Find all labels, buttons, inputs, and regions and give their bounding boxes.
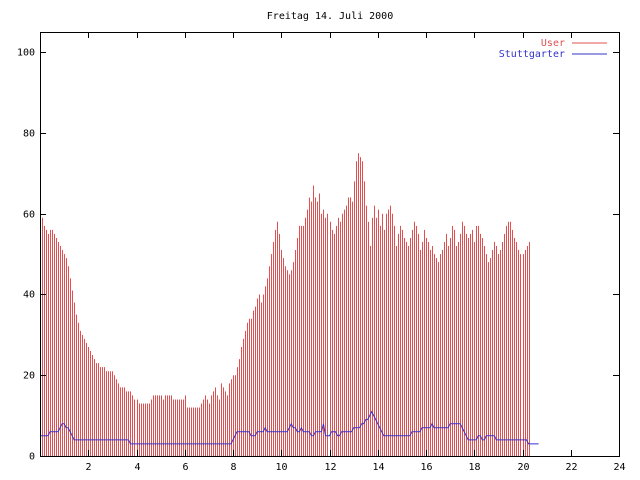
x-tick-label: 22 [565, 462, 577, 473]
x-tick-label: 14 [372, 462, 384, 473]
legend-stuttgarter-label: Stuttgarter [499, 49, 565, 60]
legend: User Stuttgarter [499, 38, 607, 60]
plot-frame [40, 32, 620, 457]
x-tick-label: 24 [613, 462, 625, 473]
x-tick-label: 2 [85, 462, 91, 473]
chart-title: Freitag 14. Juli 2000 [267, 11, 393, 22]
y-tick-label: 0 [29, 452, 35, 463]
x-tick-label: 6 [182, 462, 188, 473]
y-tick-label: 80 [23, 129, 35, 140]
y-tick-label: 60 [23, 210, 35, 221]
legend-user-label: User [541, 38, 565, 49]
x-tick-label: 20 [517, 462, 529, 473]
y-tick-label: 100 [17, 48, 35, 59]
x-tick-label: 4 [134, 462, 140, 473]
x-tick-label: 18 [468, 462, 480, 473]
y-tick-label: 40 [23, 290, 35, 301]
stuttgarter-series-line [40, 410, 539, 445]
y-tick-label: 20 [23, 371, 35, 382]
x-tick-label: 8 [230, 462, 236, 473]
x-tick-label: 10 [275, 462, 287, 473]
user-series-bars [40, 153, 530, 456]
x-tick-label: 16 [420, 462, 432, 473]
x-axis-ticks: 2 4 6 8 10 12 14 16 18 20 22 24 [85, 32, 626, 473]
x-tick-label: 12 [324, 462, 336, 473]
